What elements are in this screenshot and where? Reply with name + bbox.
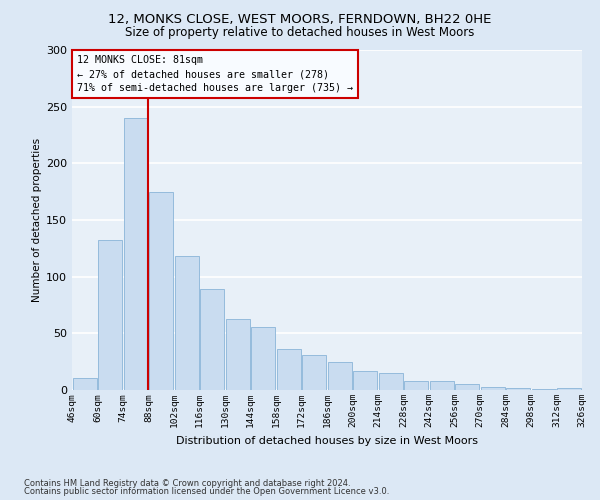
Bar (98, 240, 122, 390)
Bar (328, 362, 352, 390)
Text: Contains public sector information licensed under the Open Government Licence v3: Contains public sector information licen… (24, 487, 389, 496)
Bar (302, 355, 326, 390)
Text: 12, MONKS CLOSE, WEST MOORS, FERNDOWN, BH22 0HE: 12, MONKS CLOSE, WEST MOORS, FERNDOWN, B… (109, 12, 491, 26)
Bar (379, 373, 403, 390)
Bar (73, 378, 97, 390)
Bar (532, 389, 556, 390)
Bar (251, 326, 275, 390)
Text: Contains HM Land Registry data © Crown copyright and database right 2024.: Contains HM Land Registry data © Crown c… (24, 478, 350, 488)
Text: 12 MONKS CLOSE: 81sqm
← 27% of detached houses are smaller (278)
71% of semi-det: 12 MONKS CLOSE: 81sqm ← 27% of detached … (77, 55, 353, 93)
Text: Size of property relative to detached houses in West Moors: Size of property relative to detached ho… (125, 26, 475, 39)
Bar (149, 192, 173, 390)
Bar (226, 318, 250, 390)
Bar (557, 388, 581, 390)
Bar (124, 118, 148, 390)
Bar (200, 289, 224, 390)
Bar (404, 381, 428, 390)
Bar (481, 386, 505, 390)
Bar (277, 349, 301, 390)
Bar (455, 384, 479, 390)
Bar (430, 381, 454, 390)
Y-axis label: Number of detached properties: Number of detached properties (32, 138, 42, 302)
Bar (353, 370, 377, 390)
Bar (506, 388, 530, 390)
X-axis label: Distribution of detached houses by size in West Moors: Distribution of detached houses by size … (176, 436, 478, 446)
Bar (175, 256, 199, 390)
